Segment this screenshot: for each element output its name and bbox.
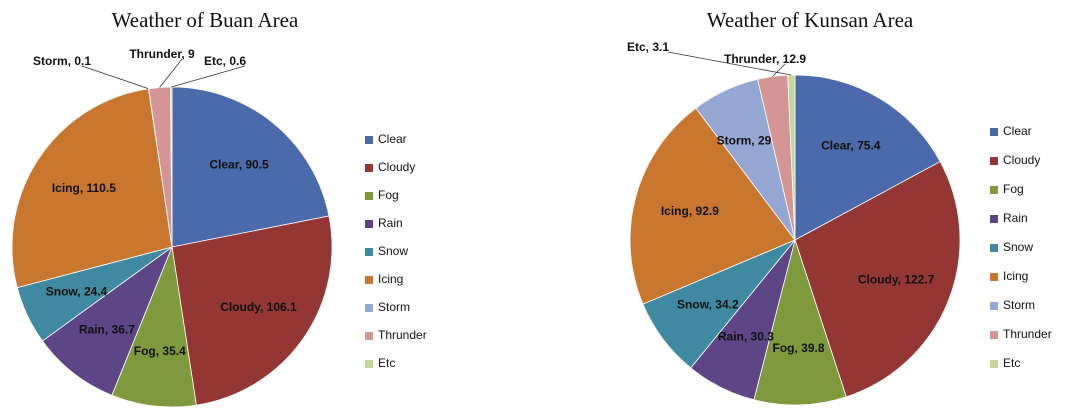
- data-label: Fog, 39.8: [772, 341, 824, 355]
- data-label: Fog, 35.4: [134, 344, 186, 358]
- data-label: Snow, 24.4: [46, 284, 108, 298]
- leader-line: [171, 65, 246, 88]
- legend-label: Fog: [1003, 182, 1024, 196]
- legend-label: Rain: [378, 216, 403, 230]
- pie-slice: [111, 245, 197, 408]
- data-label: Etc, 3.1: [627, 40, 669, 54]
- pie-slice: [753, 238, 847, 406]
- legend-swatch: [990, 186, 998, 194]
- legend-swatch: [365, 304, 373, 312]
- legend-swatch: [365, 136, 373, 144]
- legend-label: Storm: [378, 300, 410, 314]
- legend-label: Snow: [378, 244, 408, 258]
- legend-swatch: [365, 332, 373, 340]
- legend-swatch: [990, 157, 998, 165]
- data-label: Thrunder, 9: [129, 47, 195, 61]
- legend-swatch: [365, 276, 373, 284]
- legend-label: Thrunder: [1003, 327, 1052, 341]
- legend-label: Thrunder: [378, 328, 427, 342]
- pie-slice: [11, 88, 173, 289]
- data-label: Cloudy, 106.1: [220, 300, 297, 314]
- legend-label: Etc: [378, 356, 395, 370]
- data-label: Storm, 0.1: [33, 54, 91, 68]
- legend-swatch: [990, 215, 998, 223]
- data-label: Icing, 110.5: [52, 181, 116, 195]
- legend-label: Etc: [1003, 356, 1020, 370]
- data-label: Storm, 29.2: [717, 133, 782, 147]
- legend-swatch: [990, 360, 998, 368]
- leader-line: [772, 63, 786, 77]
- legend-label: Icing: [378, 272, 403, 286]
- legend-swatch: [990, 244, 998, 252]
- legend-label: Snow: [1003, 240, 1033, 254]
- data-label: Cloudy, 122.7: [858, 273, 935, 287]
- pie-slice: [171, 86, 330, 248]
- legend-label: Cloudy: [1003, 153, 1040, 167]
- legend-label: Clear: [1003, 124, 1032, 138]
- legend-label: Cloudy: [378, 160, 415, 174]
- legend-label: Rain: [1003, 211, 1028, 225]
- data-label: Thrunder, 12.9: [724, 52, 806, 66]
- legend-swatch: [365, 164, 373, 172]
- pie-slice: [794, 161, 961, 398]
- leader-line: [81, 65, 149, 90]
- legend-label: Icing: [1003, 269, 1028, 283]
- data-label: Clear, 75.4: [821, 139, 881, 153]
- pie-slice: [794, 74, 941, 241]
- leader-line: [667, 51, 792, 76]
- legend-swatch: [990, 273, 998, 281]
- legend-swatch: [365, 248, 373, 256]
- legend-label: Storm: [1003, 298, 1035, 312]
- legend-label: Fog: [378, 188, 399, 202]
- chart-title: Weather of Buan Area: [112, 8, 299, 32]
- data-label: Icing, 92.9: [661, 204, 719, 218]
- data-label: Etc, 0.6: [204, 54, 246, 68]
- legend-swatch: [365, 220, 373, 228]
- legend-swatch: [990, 302, 998, 310]
- legend-swatch: [365, 360, 373, 368]
- pie-slice: [41, 245, 173, 396]
- pie-slice: [629, 107, 796, 305]
- pie-slice: [171, 215, 333, 406]
- data-label: Snow, 34.2: [677, 297, 739, 311]
- data-label: Rain, 30.3: [718, 329, 774, 343]
- legend-swatch: [365, 192, 373, 200]
- data-label: Clear, 90.5: [209, 158, 269, 172]
- data-label: Rain, 36.7: [79, 322, 135, 336]
- legend-swatch: [990, 331, 998, 339]
- leader-line: [159, 58, 183, 88]
- chart-title: Weather of Kunsan Area: [707, 8, 914, 32]
- legend-label: Clear: [378, 132, 407, 146]
- legend-swatch: [990, 128, 998, 136]
